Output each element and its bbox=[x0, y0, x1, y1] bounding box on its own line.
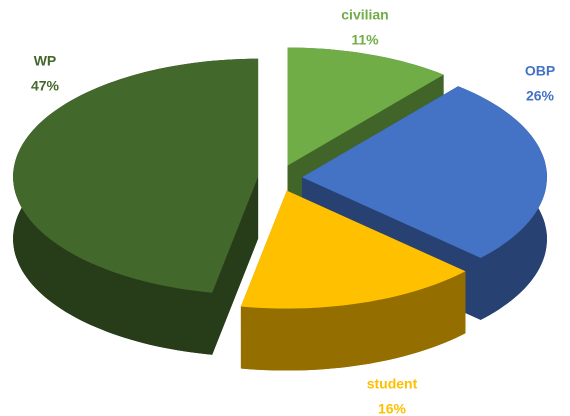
slice-label: civilian bbox=[341, 7, 388, 23]
slice-side bbox=[240, 271, 466, 371]
slice-label: WP bbox=[34, 53, 57, 69]
slice-value-label: 47% bbox=[31, 78, 60, 94]
slice-value-label: 16% bbox=[378, 401, 407, 416]
slice-side bbox=[212, 176, 259, 355]
slice bbox=[287, 47, 444, 166]
slice-value-label: 11% bbox=[351, 32, 379, 48]
slice bbox=[13, 58, 259, 293]
slice bbox=[302, 86, 547, 258]
slice-value-label: 26% bbox=[526, 88, 555, 104]
slice-label: OBP bbox=[525, 63, 555, 79]
slice bbox=[240, 190, 466, 309]
slice-label: student bbox=[367, 376, 418, 392]
